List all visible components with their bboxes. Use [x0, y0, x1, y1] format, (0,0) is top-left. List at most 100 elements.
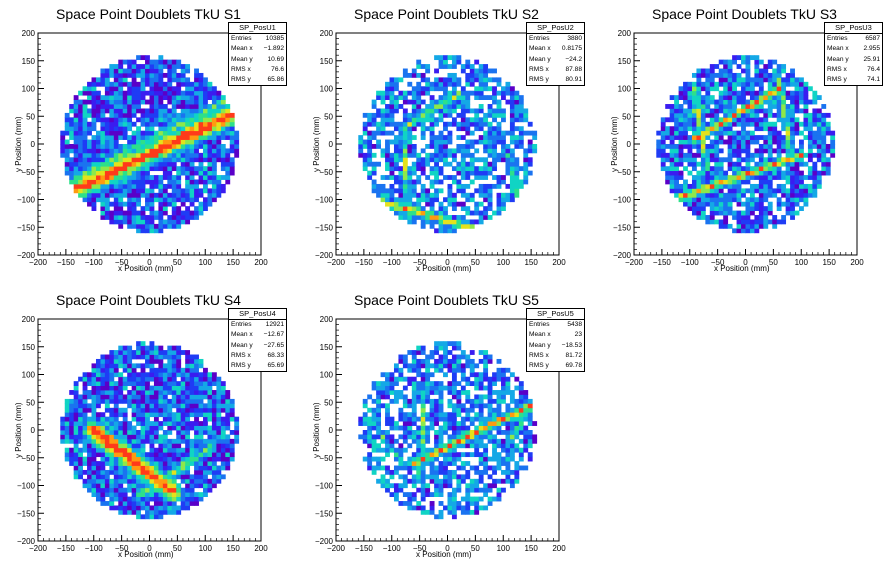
heatmap-cell — [460, 206, 466, 211]
heatmap-cell — [523, 112, 529, 118]
heatmap-cell — [69, 461, 75, 466]
heatmap-cell — [389, 95, 395, 100]
heatmap-cell — [216, 117, 222, 123]
heatmap-cell — [687, 86, 693, 92]
heatmap-cell — [189, 179, 195, 185]
heatmap-cell — [158, 215, 164, 220]
stats-row: RMS x 76.4 — [825, 65, 882, 75]
heatmap-cell — [113, 90, 119, 96]
heatmap-cell — [211, 407, 217, 413]
heatmap-cell — [794, 183, 800, 189]
heatmap-cell — [371, 416, 377, 422]
heatmap-cell — [104, 86, 110, 92]
x-tick-label: 100 — [497, 258, 511, 267]
heatmap-cell — [674, 170, 679, 176]
heatmap-cell — [514, 108, 520, 114]
heatmap-cell — [131, 86, 137, 92]
heatmap-cell — [64, 412, 70, 418]
heatmap-cell — [167, 72, 173, 78]
heatmap-cell — [176, 505, 182, 511]
heatmap-cell — [732, 148, 737, 154]
heatmap-cell — [109, 478, 115, 484]
heatmap-cell — [82, 483, 88, 489]
heatmap-cell — [772, 157, 778, 163]
heatmap-cell — [211, 157, 217, 163]
heatmap-cell — [145, 228, 150, 234]
heatmap-cell — [785, 166, 791, 172]
heatmap-cell — [492, 126, 497, 132]
heatmap-cell — [696, 144, 702, 149]
heatmap-cell — [790, 81, 795, 87]
heatmap-cell — [95, 135, 101, 140]
heatmap-cell — [483, 130, 489, 136]
heatmap-cell — [122, 90, 128, 96]
heatmap-cell — [180, 157, 186, 163]
heatmap-cell — [171, 363, 177, 369]
heatmap-cell — [220, 447, 226, 453]
heatmap-cell — [136, 403, 141, 409]
heatmap-cell — [104, 376, 110, 382]
heatmap-cell — [447, 183, 453, 189]
heatmap-cell — [691, 95, 697, 100]
heatmap-cell — [158, 345, 164, 351]
heatmap-cell — [136, 505, 141, 511]
chart-pad-4: −200 −200 −150 −150 −100 −100 −50 −50 0 0 50 50 100 1… — [0, 286, 298, 572]
heatmap-cell — [376, 130, 381, 136]
heatmap-cell — [434, 175, 439, 180]
heatmap-cell — [678, 86, 684, 92]
heatmap-cell — [140, 166, 146, 172]
heatmap-cell — [429, 152, 435, 158]
heatmap-cell — [478, 170, 484, 176]
heatmap-cell — [73, 99, 79, 105]
heatmap-cell — [411, 452, 417, 458]
heatmap-cell — [460, 219, 466, 225]
heatmap-cell — [104, 90, 110, 96]
heatmap-cell — [705, 108, 711, 114]
heatmap-cell — [95, 175, 101, 180]
heatmap-cell — [385, 95, 390, 100]
heatmap-cell — [167, 483, 173, 489]
heatmap-cell — [118, 345, 124, 351]
heatmap-cell — [127, 421, 133, 426]
heatmap-cell — [127, 219, 133, 225]
heatmap-cell — [176, 372, 182, 378]
heatmap-cell — [812, 144, 818, 149]
heatmap-cell — [158, 188, 164, 194]
heatmap-cell — [790, 72, 795, 78]
heatmap-cell — [145, 376, 150, 382]
heatmap-cell — [140, 215, 146, 220]
x-tick-label: 0 — [147, 544, 152, 553]
heatmap-cell — [451, 192, 457, 198]
heatmap-cell — [131, 350, 137, 355]
heatmap-cell — [678, 197, 684, 203]
heatmap-cell — [198, 385, 204, 391]
heatmap-cell — [198, 483, 204, 489]
heatmap-cell — [754, 55, 760, 61]
heatmap-cell — [518, 130, 524, 136]
heatmap-cell — [207, 425, 213, 431]
heatmap-cell — [207, 126, 213, 132]
heatmap-cell — [736, 210, 742, 216]
heatmap-cell — [225, 394, 231, 400]
heatmap-cell — [434, 465, 439, 471]
heatmap-cell — [127, 425, 133, 431]
heatmap-cell — [763, 144, 769, 149]
heatmap-cell — [113, 394, 119, 400]
heatmap-cell — [669, 175, 675, 180]
heatmap-cell — [109, 192, 115, 198]
heatmap-cell — [158, 350, 164, 355]
heatmap-cell — [73, 135, 79, 140]
heatmap-cell — [78, 157, 83, 163]
heatmap-cell — [492, 95, 497, 100]
heatmap-cell — [460, 108, 466, 114]
heatmap-cell — [420, 188, 426, 194]
heatmap-cell — [149, 505, 155, 511]
heatmap-cell — [113, 483, 119, 489]
heatmap-cell — [194, 496, 199, 502]
heatmap-cell — [87, 139, 92, 145]
x-tick-label: −50 — [115, 544, 129, 553]
heatmap-cell — [691, 183, 697, 189]
heatmap-cell — [718, 157, 724, 163]
heatmap-cell — [420, 483, 426, 489]
heatmap-cell — [82, 144, 88, 149]
